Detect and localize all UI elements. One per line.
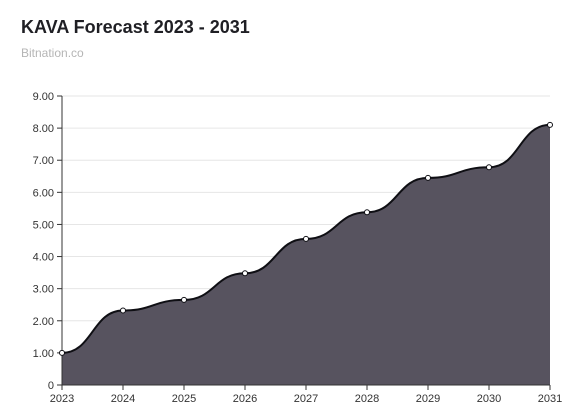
y-tick-label: 9.00 [33,91,54,103]
x-tick-label: 2029 [416,393,440,405]
data-point[interactable] [181,296,187,303]
data-point[interactable] [425,174,431,181]
data-point[interactable] [364,209,370,216]
x-tick-label: 2027 [294,393,318,405]
y-tick-label: 5.00 [33,219,54,231]
chart-source: Bitnation.co [21,46,84,60]
y-tick-label: 6.00 [33,187,54,199]
x-tick-label: 2023 [50,393,74,405]
y-tick-label: 2.00 [33,316,54,328]
x-tick-label: 2031 [538,393,562,405]
y-tick-label: 8.00 [33,123,54,135]
x-tick-label: 2024 [111,393,135,405]
data-point[interactable] [486,164,492,171]
data-points[interactable] [59,121,553,356]
y-tick-label: 4.00 [33,252,54,264]
axes: 0 1.00 2.00 3.00 4.00 5.00 6.00 7.00 8.00 9.00 202… [33,91,563,405]
chart-title: KAVA Forecast 2023 - 2031 [21,17,250,37]
y-tick-label: 0 [48,380,54,392]
area-fill [62,124,550,386]
data-point[interactable] [242,270,248,277]
area-series [61,123,551,386]
y-tick-label: 3.00 [33,284,54,296]
y-tick-label: 1.00 [33,348,54,360]
data-point[interactable] [303,235,309,242]
x-tick-label: 2028 [355,393,379,405]
x-tick-label: 2030 [477,393,501,405]
x-tick-label: 2025 [172,393,196,405]
data-point[interactable] [120,307,126,314]
data-point[interactable] [547,121,553,128]
data-point[interactable] [59,349,65,356]
y-tick-label: 7.00 [33,155,54,167]
x-tick-label: 2026 [233,393,257,405]
